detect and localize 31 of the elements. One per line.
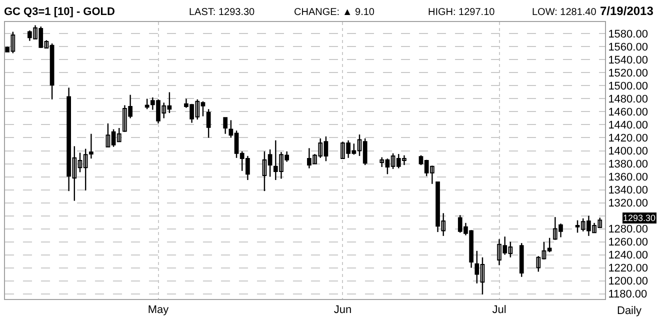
text: LOW: 1281.40	[532, 7, 597, 18]
y-tick-label: 1420.00	[608, 132, 648, 145]
y-tick-label: 1480.00	[608, 94, 648, 106]
text: LAST: 1293.30	[189, 7, 256, 18]
y-tick-label: 1580.00	[608, 28, 648, 41]
y-tick-label: 1340.00	[608, 184, 648, 197]
y-tick-label: 1440.00	[608, 120, 648, 132]
chart-title: GC Q3=1 [10] - GOLD	[4, 6, 115, 18]
x-tick-label: Jul	[492, 304, 506, 316]
y-tick-label: 1220.00	[608, 262, 648, 275]
y-tick-label: 1180.00	[608, 288, 648, 301]
y-tick-label: 1380.00	[608, 158, 648, 171]
text: CHANGE: ▲ 9.10	[294, 7, 375, 18]
text: HIGH: 1297.10	[428, 7, 496, 18]
annotation: 1293.30	[623, 213, 656, 223]
y-tick-label: 1200.00	[608, 276, 648, 288]
y-tick-label: 1560.00	[608, 42, 648, 54]
y-tick-label: 1240.00	[608, 250, 648, 262]
y-tick-label: 1260.00	[608, 236, 648, 249]
y-tick-label: 1320.00	[608, 198, 648, 210]
y-tick-label: 1520.00	[608, 68, 648, 80]
y-tick-label: 1280.00	[608, 224, 648, 236]
y-tick-label: 1540.00	[608, 54, 648, 67]
y-tick-label: 1460.00	[608, 106, 648, 119]
x-tick-label: May	[148, 304, 170, 316]
y-tick-label: 1400.00	[608, 146, 648, 158]
x-axis-title: Daily	[617, 305, 642, 317]
text: 7/19/2013	[600, 4, 654, 18]
y-tick-label: 1500.00	[608, 80, 648, 93]
y-tick-label: 1360.00	[608, 172, 648, 184]
x-tick-label: Jun	[334, 304, 352, 316]
